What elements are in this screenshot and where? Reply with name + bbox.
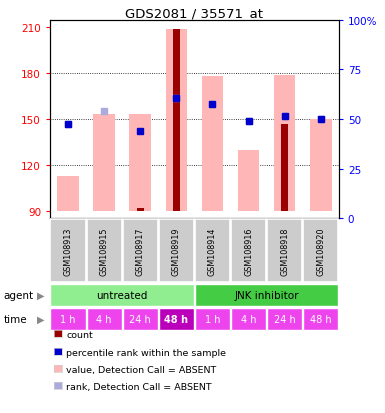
Text: value, Detection Call = ABSENT: value, Detection Call = ABSENT — [66, 365, 216, 374]
Bar — [50, 284, 194, 306]
Text: JNK inhibitor: JNK inhibitor — [234, 290, 299, 300]
Text: ▶: ▶ — [37, 314, 44, 324]
Text: GSM108916: GSM108916 — [244, 227, 253, 275]
Title: GDS2081 / 35571_at: GDS2081 / 35571_at — [126, 7, 263, 19]
Text: 4 h: 4 h — [241, 314, 256, 324]
Bar — [195, 284, 338, 306]
Text: GSM108919: GSM108919 — [172, 227, 181, 275]
Text: rank, Detection Call = ABSENT: rank, Detection Call = ABSENT — [66, 382, 212, 392]
Text: 1 h: 1 h — [60, 314, 76, 324]
Text: 4 h: 4 h — [96, 314, 112, 324]
Bar — [87, 308, 122, 330]
Text: GSM108920: GSM108920 — [316, 227, 325, 275]
Bar — [310, 120, 331, 211]
Bar — [202, 77, 223, 211]
Text: 24 h: 24 h — [129, 314, 151, 324]
Bar — [267, 220, 302, 282]
Text: 1 h: 1 h — [205, 314, 220, 324]
Bar — [267, 308, 302, 330]
Text: 48 h: 48 h — [164, 314, 188, 324]
Bar — [57, 176, 79, 211]
Text: 48 h: 48 h — [310, 314, 331, 324]
Bar — [159, 220, 194, 282]
Bar — [303, 308, 338, 330]
Bar — [87, 220, 122, 282]
Text: 24 h: 24 h — [274, 314, 296, 324]
Text: agent: agent — [4, 290, 34, 300]
Bar — [231, 308, 266, 330]
Bar — [238, 150, 259, 211]
Bar — [281, 124, 288, 211]
Bar — [94, 115, 115, 211]
Text: GSM108917: GSM108917 — [136, 227, 145, 275]
Text: time: time — [4, 314, 27, 324]
Bar — [195, 308, 230, 330]
Bar — [50, 220, 86, 282]
Text: count: count — [66, 330, 93, 339]
Bar — [159, 308, 194, 330]
Text: GSM108915: GSM108915 — [100, 227, 109, 275]
Bar — [173, 30, 180, 211]
Text: GSM108914: GSM108914 — [208, 227, 217, 275]
Bar — [166, 30, 187, 211]
Bar — [137, 208, 144, 211]
Bar — [231, 220, 266, 282]
Bar — [50, 308, 86, 330]
Bar — [129, 115, 151, 211]
Bar — [122, 220, 158, 282]
Text: GSM108918: GSM108918 — [280, 227, 289, 275]
Bar — [195, 220, 230, 282]
Bar — [274, 76, 296, 211]
Bar — [122, 308, 158, 330]
Bar — [303, 220, 338, 282]
Text: GSM108913: GSM108913 — [64, 227, 73, 275]
Text: ▶: ▶ — [37, 290, 44, 300]
Text: percentile rank within the sample: percentile rank within the sample — [66, 348, 226, 357]
Text: untreated: untreated — [97, 290, 148, 300]
